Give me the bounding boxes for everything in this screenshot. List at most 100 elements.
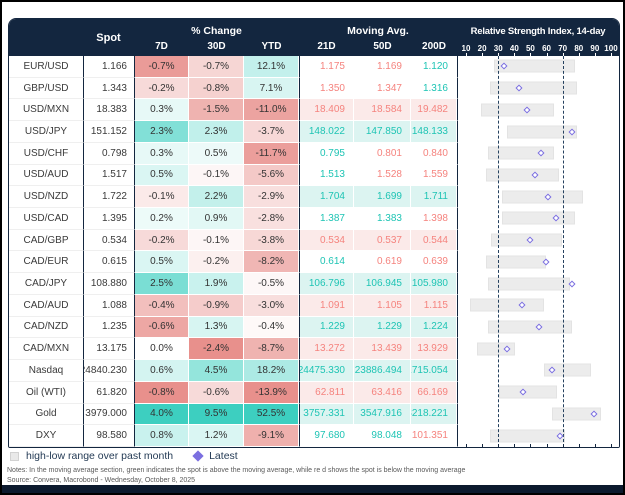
pct-change-cell: -0.7%	[134, 56, 189, 78]
moving-avg-cell: 0.840	[411, 142, 457, 165]
asset-name: CAD/MXN	[9, 338, 83, 361]
moving-avg-cell: 19.482	[411, 99, 457, 122]
asset-name: GBP/USD	[9, 78, 83, 100]
rsi-bottom-tick-mark	[578, 443, 580, 447]
moving-avg-cell: 1.105	[354, 294, 411, 317]
moving-avg-cell: 0.614	[299, 251, 354, 274]
rsi-axis-tick-mark	[546, 53, 548, 56]
header-col-ytd: YTD	[261, 41, 282, 52]
pct-change-cell: -0.4%	[134, 294, 189, 317]
asset-name: USD/JPY	[9, 121, 83, 143]
pct-change-cell: -0.5%	[244, 273, 299, 295]
pct-change-cell: -0.2%	[189, 251, 244, 274]
moving-avg-cell: 3547.916	[354, 403, 411, 426]
range-legend-swatch	[10, 451, 19, 461]
pct-change-cell: -3.7%	[244, 121, 299, 143]
spot-value: 24840.230	[83, 360, 134, 382]
moving-avg-cell: 63.416	[354, 381, 411, 404]
rsi-range-bar	[502, 211, 575, 225]
source-text: Source: Convera, Macrobond - Wednesday, …	[7, 476, 196, 484]
rsi-axis-tick-label: 30	[493, 44, 503, 53]
asset-name: DXY	[9, 425, 83, 447]
rsi-bottom-tick-mark	[466, 443, 467, 447]
asset-name: CAD/EUR	[9, 251, 83, 274]
moving-avg-cell: 3757.331	[299, 403, 354, 426]
spot-value: 1.235	[83, 316, 134, 339]
rsi-cell	[457, 381, 619, 404]
rsi-cell	[457, 99, 619, 122]
spot-value: 1.166	[83, 56, 134, 78]
rsi-axis-tick-label: 100	[604, 44, 618, 53]
asset-name: CAD/AUD	[9, 295, 83, 317]
moving-avg-cell: 18.584	[354, 99, 411, 122]
latest-legend-label: Latest	[209, 450, 238, 462]
moving-avg-cell: 1.120	[411, 56, 457, 78]
moving-avg-cell: 106.796	[299, 273, 354, 295]
header-corner-cell	[9, 19, 83, 56]
rsi-range-bar	[499, 385, 558, 399]
moving-avg-cell: 106.945	[354, 273, 411, 295]
pct-change-cell: 7.1%	[244, 77, 299, 100]
bottom-accent-bar	[2, 485, 623, 493]
pct-change-cell: -0.2%	[134, 229, 189, 252]
rsi-range-bar	[481, 103, 554, 117]
pct-change-cell: 0.8%	[134, 425, 189, 447]
rsi-range-bar	[486, 255, 546, 269]
pct-change-cell: 4.0%	[134, 403, 189, 426]
moving-avg-cell: 148.133	[411, 121, 457, 143]
moving-avg-cell: 0.534	[299, 229, 354, 252]
pct-change-cell: -0.8%	[134, 381, 189, 404]
pct-change-cell: 1.3%	[189, 316, 244, 339]
rsi-bottom-tick-mark	[514, 443, 516, 447]
moving-avg-cell: 23886.494	[354, 360, 411, 382]
rsi-axis-tick-mark	[514, 53, 516, 56]
pct-change-cell: -0.8%	[189, 77, 244, 100]
rsi-range-bar	[552, 407, 601, 421]
header-col-200d: 200D	[422, 41, 446, 52]
spot-value: 0.798	[83, 142, 134, 165]
rsi-bottom-tick-mark	[546, 443, 548, 447]
header-pct-change-group: % Change	[191, 25, 242, 37]
rsi-axis-tick-mark	[530, 53, 532, 56]
rsi-axis-tick-label: 80	[574, 44, 584, 53]
pct-change-cell: -0.1%	[134, 186, 189, 209]
pct-change-cell: -3.0%	[244, 294, 299, 317]
pct-change-cell: 0.5%	[189, 142, 244, 165]
pct-change-cell: -2.8%	[244, 208, 299, 230]
rsi-axis-tick-label: 10	[461, 44, 471, 53]
moving-avg-cell: 105.980	[411, 273, 457, 295]
asset-name: CAD/GBP	[9, 230, 83, 252]
asset-name: USD/CHF	[9, 143, 83, 165]
moving-avg-cell: 21715.054	[411, 360, 457, 382]
rsi-range-bar	[487, 320, 572, 334]
pct-change-cell: 0.5%	[134, 251, 189, 274]
rsi-cell	[457, 164, 619, 187]
rsi-cell	[457, 229, 619, 252]
pct-change-cell: -0.6%	[134, 316, 189, 339]
moving-avg-cell: 62.811	[299, 381, 354, 404]
spot-value: 1.517	[83, 164, 134, 187]
rsi-range-bar	[470, 298, 545, 312]
moving-avg-cell: 0.544	[411, 229, 457, 252]
rsi-axis-tick-mark	[482, 53, 484, 56]
pct-change-cell: 2.5%	[134, 273, 189, 295]
pct-change-cell: -5.6%	[244, 164, 299, 187]
moving-avg-cell: 1.229	[299, 316, 354, 339]
rsi-cell	[457, 403, 619, 426]
pct-change-cell: -11.7%	[244, 142, 299, 165]
rsi-range-bar	[494, 59, 575, 73]
pct-change-cell: 9.5%	[189, 403, 244, 426]
rsi-bottom-tick-mark	[594, 443, 596, 447]
pct-change-cell: -2.9%	[244, 186, 299, 209]
pct-change-cell: -13.9%	[244, 381, 299, 404]
pct-change-cell: -11.0%	[244, 99, 299, 122]
pct-change-cell: 2.3%	[134, 121, 189, 143]
moving-avg-cell: 13.272	[299, 338, 354, 361]
spot-value: 1.722	[83, 186, 134, 209]
rsi-bottom-tick-mark	[482, 443, 484, 447]
pct-change-cell: -0.4%	[244, 316, 299, 339]
rsi-axis-tick-mark	[610, 53, 612, 56]
rsi-axis-tick-label: 20	[477, 44, 487, 53]
rsi-axis-tick-mark	[498, 53, 500, 56]
moving-avg-cell: 0.795	[299, 142, 354, 165]
